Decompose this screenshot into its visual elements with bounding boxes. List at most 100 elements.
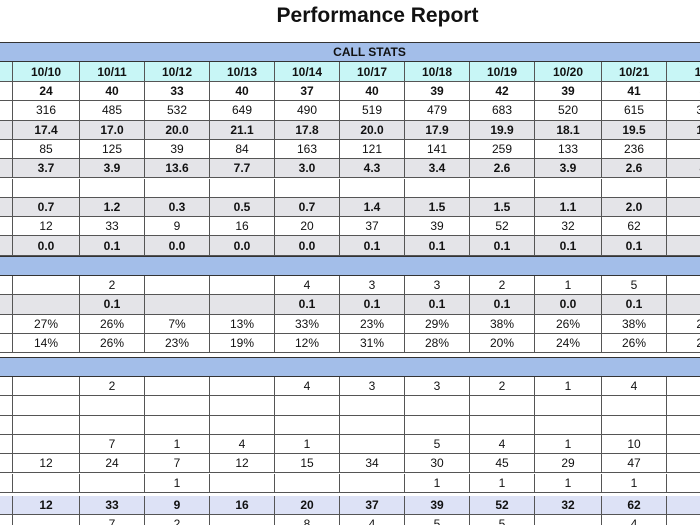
- data-cell: 40: [80, 82, 145, 102]
- data-cell: 1: [535, 434, 602, 455]
- data-cell: 62: [602, 495, 667, 516]
- data-cell: 38%: [602, 314, 667, 334]
- row-label-cell: [0, 377, 13, 397]
- data-cell: 479: [405, 101, 470, 121]
- data-cell: 27: [667, 334, 700, 354]
- data-cell: 12%: [275, 333, 340, 354]
- data-cell: [145, 396, 210, 416]
- data-cell: 39: [535, 82, 602, 102]
- data-cell: 0: [667, 236, 700, 256]
- data-cell: [80, 178, 145, 198]
- data-cell: 3.7: [13, 159, 80, 179]
- data-cell: [340, 473, 405, 493]
- data-cell: [80, 415, 145, 435]
- data-cell: 2: [80, 276, 145, 296]
- data-cell: 0.7: [13, 197, 80, 218]
- data-cell: 17.8: [275, 120, 340, 140]
- data-cell: [145, 377, 210, 397]
- data-cell: [210, 377, 275, 397]
- row-label-cell: [0, 314, 13, 334]
- data-cell: 38%: [470, 314, 535, 334]
- data-cell: 683: [470, 101, 535, 121]
- data-cell: 649: [210, 101, 275, 121]
- data-cell: 20%: [470, 333, 535, 354]
- data-cell: 62: [602, 217, 667, 237]
- data-cell: 0.1: [602, 295, 667, 315]
- data-cell: 121: [340, 139, 405, 160]
- column-header: 10/12: [145, 62, 210, 82]
- data-cell: 23%: [145, 333, 210, 354]
- row-label-cell: [0, 434, 13, 455]
- data-cell: [602, 178, 667, 198]
- data-cell: [275, 178, 340, 198]
- data-cell: 29%: [405, 314, 470, 334]
- data-cell: 13.6: [145, 159, 210, 179]
- data-cell: 39: [405, 217, 470, 237]
- data-cell: 4: [602, 515, 667, 525]
- data-cell: [13, 473, 80, 493]
- row-label-cell: [0, 276, 13, 296]
- data-cell: [80, 473, 145, 493]
- section-header: [0, 357, 700, 377]
- data-cell: 3.9: [80, 159, 145, 179]
- data-cell: [13, 377, 80, 397]
- data-cell: 3: [667, 82, 700, 102]
- data-cell: [535, 178, 602, 198]
- data-cell: 12: [13, 454, 80, 474]
- data-cell: 4: [667, 159, 700, 179]
- data-cell: 40: [340, 82, 405, 102]
- data-cell: 236: [602, 139, 667, 160]
- row-label-cell: [0, 82, 13, 102]
- data-cell: 4: [340, 515, 405, 525]
- column-header: 10/21: [602, 62, 667, 82]
- data-cell: 32: [535, 217, 602, 237]
- data-cell: [405, 178, 470, 198]
- data-cell: 16: [210, 495, 275, 516]
- data-cell: 24%: [535, 333, 602, 354]
- data-cell: [210, 295, 275, 315]
- data-cell: 20.0: [340, 120, 405, 140]
- data-cell: 0.1: [405, 295, 470, 315]
- data-cell: 26%: [80, 333, 145, 354]
- data-cell: 0.3: [145, 197, 210, 218]
- data-cell: [535, 415, 602, 435]
- data-cell: [340, 178, 405, 198]
- row-label-cell: [0, 159, 13, 179]
- data-cell: 520: [535, 101, 602, 121]
- row-label-cell: [0, 101, 13, 121]
- data-cell: 39: [145, 139, 210, 160]
- row-label-cell: [0, 139, 13, 160]
- data-cell: 28%: [405, 333, 470, 354]
- data-cell: 2: [667, 217, 700, 237]
- data-cell: [340, 415, 405, 435]
- data-cell: 23%: [340, 314, 405, 334]
- data-cell: 2.0: [602, 197, 667, 218]
- data-cell: 33: [80, 217, 145, 237]
- data-cell: 133: [535, 139, 602, 160]
- data-cell: 39: [405, 495, 470, 516]
- data-cell: 1: [470, 473, 535, 493]
- section-header: [0, 256, 700, 276]
- data-cell: 19.5: [602, 120, 667, 140]
- data-cell: [13, 276, 80, 296]
- data-cell: [210, 396, 275, 416]
- data-cell: [275, 396, 340, 416]
- data-cell: 0.1: [80, 236, 145, 256]
- row-label-cell: [0, 62, 13, 82]
- data-cell: 1: [667, 197, 700, 218]
- data-cell: 4: [275, 276, 340, 296]
- data-cell: 31%: [340, 333, 405, 354]
- data-cell: 3: [340, 377, 405, 397]
- data-cell: 7: [80, 434, 145, 455]
- data-cell: 5: [405, 515, 470, 525]
- data-cell: 9: [667, 140, 700, 160]
- row-label-cell: [0, 495, 13, 516]
- data-cell: 2.6: [470, 159, 535, 179]
- data-cell: 52: [470, 495, 535, 516]
- data-cell: 38: [667, 101, 700, 121]
- data-cell: 19%: [210, 333, 275, 354]
- column-header: 10/13: [210, 62, 275, 82]
- data-cell: [667, 276, 700, 296]
- data-cell: 1: [145, 473, 210, 493]
